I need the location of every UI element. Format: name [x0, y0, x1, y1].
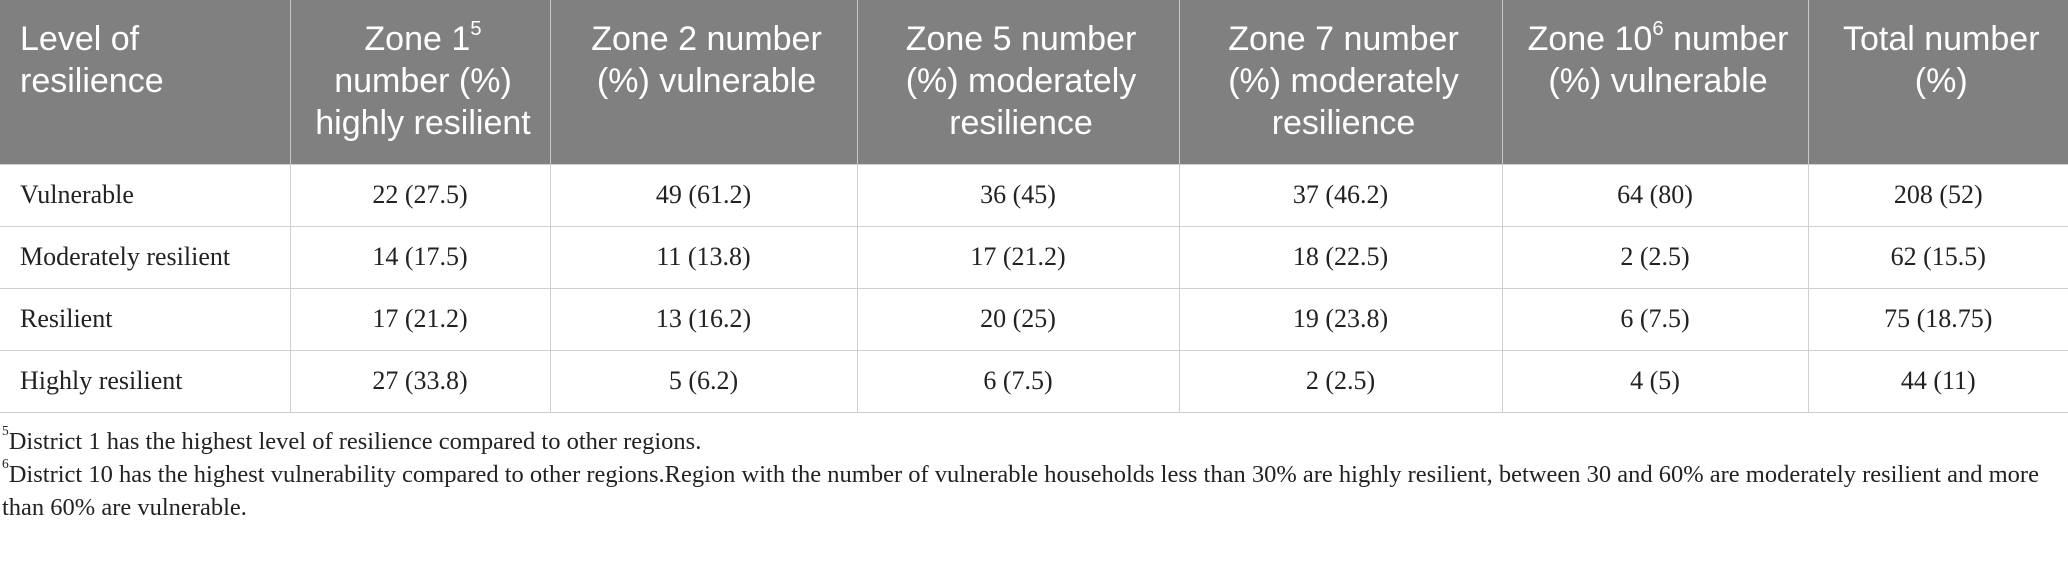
footnote-marker: 5: [2, 422, 9, 438]
header-cell-zone2: Zone 2 number (%) vulnerable: [549, 0, 857, 164]
table-cell: 64 (80): [1501, 163, 1809, 227]
table-cell: 19 (23.8): [1178, 287, 1503, 351]
header-text: Total number (%): [1842, 20, 2040, 100]
footnote-marker: 6: [1652, 17, 1664, 40]
table-cell: 6 (7.5): [1501, 287, 1809, 351]
header-cell-zone1: Zone 15 number (%) highly resilient: [289, 0, 550, 164]
header-cell-zone5: Zone 5 number (%) moderately resilience: [856, 0, 1179, 164]
table-cell: 20 (25): [856, 287, 1180, 351]
footnote-text: District 1 has the highest level of resi…: [8, 427, 702, 455]
row-label: Vulnerable: [0, 163, 291, 227]
table-cell: 5 (6.2): [549, 349, 858, 413]
header-text: Zone 10: [1527, 20, 1653, 58]
footnote: 6District 10 has the highest vulnerabili…: [2, 455, 2048, 524]
resilience-table-figure: Level of resilience Zone 15 number (%) h…: [0, 0, 2068, 524]
table-cell: 27 (33.8): [289, 349, 551, 413]
table-cell: 4 (5): [1501, 349, 1809, 413]
header-text: Zone 5 number (%) moderately resilience: [905, 20, 1137, 142]
table-cell: 37 (46.2): [1178, 163, 1503, 227]
resilience-table: Level of resilience Zone 15 number (%) h…: [0, 0, 2068, 413]
footnote-text: District 10 has the highest vulnerabilit…: [2, 460, 2039, 521]
header-cell-total: Total number (%): [1807, 0, 2068, 164]
header-row: Level of resilience Zone 15 number (%) h…: [0, 0, 2068, 164]
row-label: Resilient: [0, 287, 291, 351]
footnote-marker: 6: [2, 455, 9, 471]
table-cell: 14 (17.5): [289, 225, 551, 289]
table-cell: 2 (2.5): [1178, 349, 1503, 413]
table-cell: 2 (2.5): [1501, 225, 1809, 289]
footnote-marker: 5: [470, 17, 482, 40]
header-text-rest: number (%) highly resilient: [315, 62, 531, 142]
table-cell: 13 (16.2): [549, 287, 858, 351]
header-text: Zone 2 number (%) vulnerable: [591, 20, 822, 100]
header-text-rest: number (%) vulnerable: [1548, 20, 1789, 100]
table-cell: 22 (27.5): [289, 163, 551, 227]
header-cell-zone10: Zone 106 number (%) vulnerable: [1501, 0, 1808, 164]
header-text: Zone 7 number (%) moderately resilience: [1228, 20, 1459, 142]
header-cell-zone7: Zone 7 number (%) moderately resilience: [1178, 0, 1502, 164]
table-footnotes: 5District 1 has the highest level of res…: [0, 413, 2068, 524]
table-row: Highly resilient 27 (33.8) 5 (6.2) 6 (7.…: [0, 349, 2068, 413]
table-cell: 36 (45): [856, 163, 1180, 227]
table-row: Resilient 17 (21.2) 13 (16.2) 20 (25) 19…: [0, 287, 2068, 351]
header-text: Zone 1: [364, 20, 471, 58]
header-text: Level of resilience: [20, 20, 164, 100]
table-cell: 49 (61.2): [549, 163, 858, 227]
table-cell: 17 (21.2): [289, 287, 551, 351]
table-cell: 11 (13.8): [549, 225, 858, 289]
row-label: Highly resilient: [0, 349, 291, 413]
footnote: 5District 1 has the highest level of res…: [2, 422, 2048, 458]
table-cell: 6 (7.5): [856, 349, 1180, 413]
header-cell-level: Level of resilience: [0, 0, 290, 164]
table-row: Moderately resilient 14 (17.5) 11 (13.8)…: [0, 225, 2068, 289]
table-cell: 62 (15.5): [1807, 225, 2068, 289]
table-cell: 17 (21.2): [856, 225, 1180, 289]
table-row: Vulnerable 22 (27.5) 49 (61.2) 36 (45) 3…: [0, 163, 2068, 227]
table-cell: 208 (52): [1807, 163, 2068, 227]
table-cell: 18 (22.5): [1178, 225, 1503, 289]
row-label: Moderately resilient: [0, 225, 291, 289]
table-cell: 44 (11): [1807, 349, 2068, 413]
table-cell: 75 (18.75): [1807, 287, 2068, 351]
